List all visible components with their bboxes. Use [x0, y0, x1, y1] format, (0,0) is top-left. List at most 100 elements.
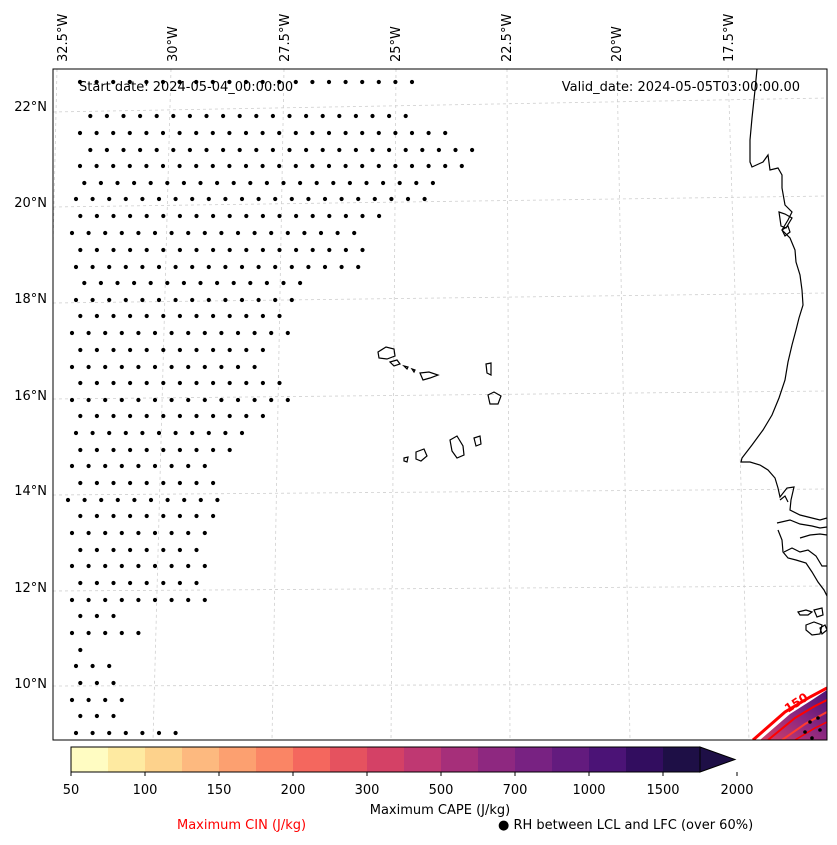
rh-dot: [128, 347, 133, 353]
rh-dot: [171, 147, 176, 153]
rh-dot: [169, 597, 174, 603]
rh-dot: [260, 313, 265, 319]
rh-dot: [223, 430, 228, 436]
rh-dot: [123, 730, 128, 736]
rh-dot: [190, 264, 195, 270]
rh-dot: [235, 330, 241, 336]
colorbar-segment: [515, 747, 552, 772]
colorbar-tick-label: 1000: [572, 783, 605, 798]
rh-dot: [90, 730, 95, 736]
rh-dot: [227, 313, 232, 319]
rh-dot: [86, 530, 91, 536]
rh-dot: [78, 313, 83, 319]
rh-dot: [244, 213, 249, 219]
rh-dot: [152, 463, 158, 469]
rh-dot: [194, 480, 199, 486]
rh-dot: [337, 147, 342, 153]
rh-dot: [186, 230, 191, 236]
colorbar-tick-label: 1500: [646, 783, 679, 798]
rh-dot: [86, 330, 91, 336]
rh-dot: [353, 147, 358, 153]
rh-dot: [270, 147, 275, 153]
rh-dot: [86, 230, 91, 236]
rh-dot: [239, 297, 245, 303]
rh-dot: [177, 163, 182, 169]
rh-dot: [248, 280, 253, 286]
rh-dot: [144, 130, 149, 136]
rh-dot: [69, 597, 75, 603]
rh-dot: [215, 497, 220, 503]
rh-dot: [78, 580, 83, 586]
rh-dot: [111, 413, 116, 419]
rh-dot: [115, 497, 120, 503]
rh-dot: [244, 313, 249, 319]
rh-dot: [202, 330, 207, 336]
rh-dot: [169, 397, 174, 403]
rh-dot: [144, 313, 149, 319]
colorbar-segment: [367, 747, 404, 772]
rh-dot: [370, 113, 375, 119]
rh-dot: [211, 513, 216, 519]
rh-dot: [343, 79, 348, 85]
rh-dot: [304, 147, 309, 153]
rh-dot: [111, 313, 116, 319]
rh-dot: [90, 663, 95, 669]
rh-dot: [111, 447, 116, 453]
rh-dot: [211, 347, 216, 353]
rh-dot: [138, 147, 143, 153]
rh-dot: [177, 213, 182, 219]
colorbar-tick-label: 300: [355, 783, 380, 798]
start-date-label: Start date: 2024-05-04_00:00:00: [79, 80, 293, 95]
rh-dot: [121, 147, 126, 153]
rh-dot: [181, 180, 186, 186]
rh-dot: [306, 196, 311, 202]
rh-dot: [219, 230, 224, 236]
rh-dot: [198, 497, 203, 503]
rh-dot: [285, 230, 290, 236]
rh-dot: [239, 430, 245, 436]
lat-label: 14°N: [14, 484, 47, 499]
rh-dot: [194, 447, 199, 453]
lon-label: 20°W: [610, 26, 625, 62]
rh-dot: [78, 247, 83, 253]
rh-dot: [294, 247, 299, 253]
rh-dot: [244, 380, 249, 386]
colorbar-segment: [293, 747, 330, 772]
colorbar-segment: [108, 747, 145, 772]
rh-dot: [227, 380, 232, 386]
rh-dot: [119, 630, 124, 636]
rh-dot: [82, 497, 87, 503]
rh-dot: [119, 397, 124, 403]
lon-label: 22.5°W: [500, 14, 515, 62]
rh-dot: [219, 397, 224, 403]
rh-dot: [211, 447, 216, 453]
rh-dot: [194, 163, 199, 169]
africa-coastline: [740, 69, 827, 636]
rh-dot: [177, 380, 182, 386]
rh-dot: [177, 79, 182, 85]
rh-dot: [148, 180, 153, 186]
rh-dot: [210, 130, 215, 136]
rh-dot: [256, 297, 261, 303]
rh-dot: [136, 630, 141, 636]
rh-dot: [393, 130, 398, 136]
colorbar-extend-arrow: [699, 746, 737, 773]
rh-dot: [69, 463, 75, 469]
rh-dot: [127, 163, 132, 169]
rh-dot: [254, 113, 259, 119]
rh-dot: [269, 397, 274, 403]
gridlines: [53, 69, 827, 740]
rh-dot: [326, 130, 332, 136]
rh-dot: [211, 313, 216, 319]
rh-dot: [111, 247, 116, 253]
rh-dot: [111, 347, 116, 353]
rh-dot: [90, 430, 95, 436]
rh-legend-label: RH between LCL and LFC (over 60%): [513, 818, 754, 833]
rh-dot: [252, 330, 257, 336]
rh-dot: [227, 247, 232, 253]
rh-dot: [136, 397, 141, 403]
rh-dot: [123, 297, 128, 303]
rh-dot: [277, 79, 282, 85]
colorbar-segment: [552, 747, 589, 772]
rh-dot: [90, 264, 95, 270]
